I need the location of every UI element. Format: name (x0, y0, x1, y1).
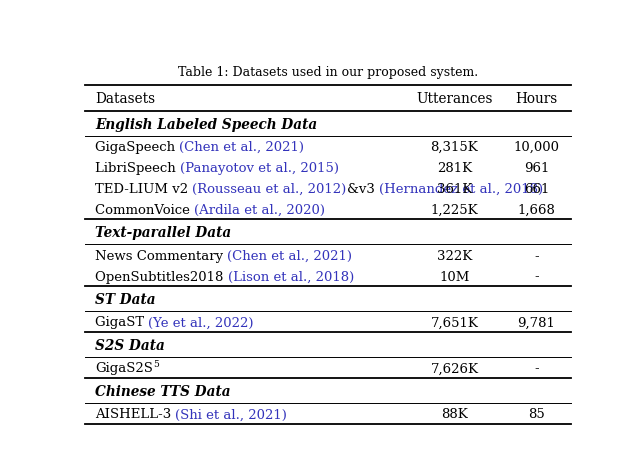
Text: (Hernandez et al., 2018): (Hernandez et al., 2018) (379, 183, 543, 195)
Text: LibriSpeech: LibriSpeech (95, 161, 180, 175)
Text: 10M: 10M (439, 270, 470, 283)
Text: -: - (534, 362, 539, 375)
Text: 85: 85 (528, 407, 545, 420)
Text: &v3: &v3 (346, 183, 379, 195)
Text: Chinese TTS Data: Chinese TTS Data (95, 384, 230, 398)
Text: 10,000: 10,000 (513, 141, 559, 154)
Text: 8,315K: 8,315K (431, 141, 478, 154)
Text: Utterances: Utterances (416, 92, 493, 106)
Text: AISHELL-3: AISHELL-3 (95, 407, 175, 420)
Text: S2S Data: S2S Data (95, 338, 164, 352)
Text: ST Data: ST Data (95, 292, 156, 306)
Text: 7,651K: 7,651K (431, 316, 479, 329)
Text: 9,781: 9,781 (517, 316, 556, 329)
Text: 322K: 322K (437, 249, 472, 262)
Text: GigaST: GigaST (95, 316, 148, 329)
Text: English Labeled Speech Data: English Labeled Speech Data (95, 117, 317, 131)
Text: OpenSubtitles2018: OpenSubtitles2018 (95, 270, 227, 283)
Text: 5: 5 (153, 359, 159, 368)
Text: -: - (534, 270, 539, 283)
Text: 7,626K: 7,626K (431, 362, 479, 375)
Text: 88K: 88K (441, 407, 468, 420)
Text: 281K: 281K (437, 161, 472, 175)
Text: 361K: 361K (436, 183, 472, 195)
Text: 1,225K: 1,225K (431, 203, 478, 216)
Text: 661: 661 (524, 183, 549, 195)
Text: (Chen et al., 2021): (Chen et al., 2021) (227, 249, 352, 262)
Text: (Shi et al., 2021): (Shi et al., 2021) (175, 407, 287, 420)
Text: TED-LIUM v2: TED-LIUM v2 (95, 183, 192, 195)
Text: (Rousseau et al., 2012): (Rousseau et al., 2012) (192, 183, 346, 195)
Text: Datasets: Datasets (95, 92, 155, 106)
Text: (Panayotov et al., 2015): (Panayotov et al., 2015) (180, 161, 339, 175)
Text: (Chen et al., 2021): (Chen et al., 2021) (179, 141, 304, 154)
Text: Table 1: Datasets used in our proposed system.: Table 1: Datasets used in our proposed s… (178, 66, 478, 79)
Text: (Ye et al., 2022): (Ye et al., 2022) (148, 316, 253, 329)
Text: (Ardila et al., 2020): (Ardila et al., 2020) (194, 203, 325, 216)
Text: 1,668: 1,668 (517, 203, 556, 216)
Text: News Commentary: News Commentary (95, 249, 227, 262)
Text: CommonVoice: CommonVoice (95, 203, 194, 216)
Text: (Lison et al., 2018): (Lison et al., 2018) (227, 270, 354, 283)
Text: Text-parallel Data: Text-parallel Data (95, 226, 231, 240)
Text: Hours: Hours (515, 92, 557, 106)
Text: 961: 961 (524, 161, 549, 175)
Text: -: - (534, 249, 539, 262)
Text: GigaS2S: GigaS2S (95, 362, 153, 375)
Text: GigaSpeech: GigaSpeech (95, 141, 179, 154)
